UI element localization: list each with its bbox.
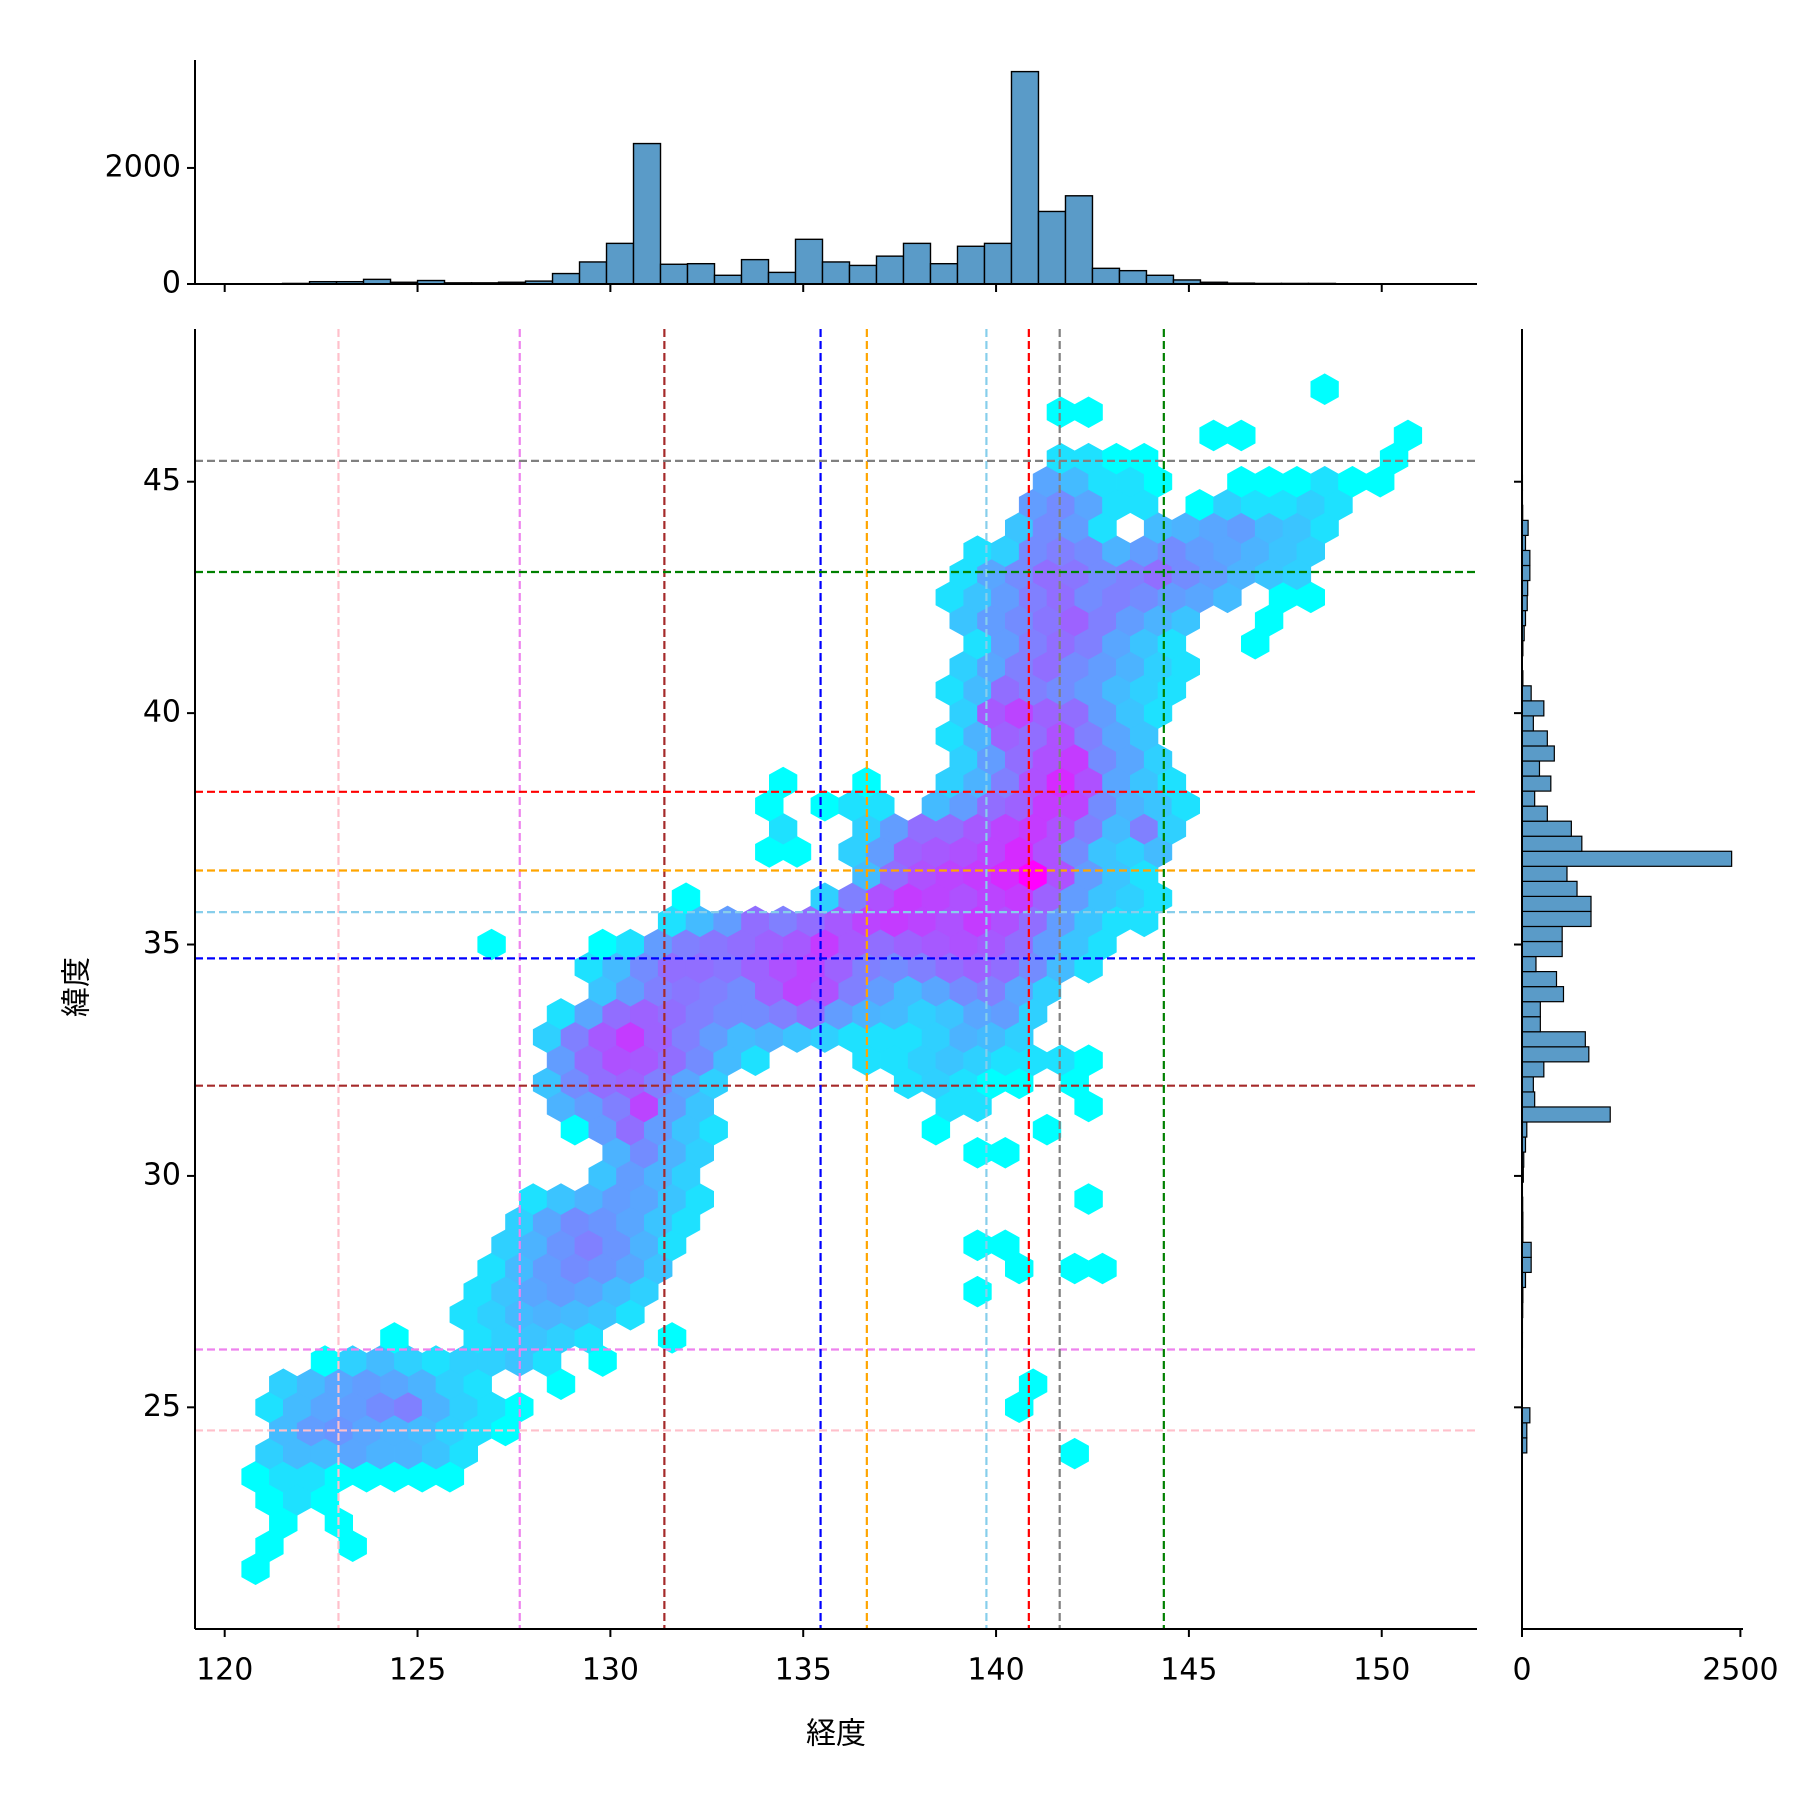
histogram-bar <box>1521 1106 1611 1123</box>
histogram-bar <box>1521 549 1531 567</box>
histogram-bar <box>848 264 878 285</box>
histogram-bar <box>1521 1016 1541 1033</box>
hexbin-cell <box>1393 419 1423 452</box>
histogram-bar <box>1521 1407 1531 1424</box>
histogram-bar <box>1521 805 1548 822</box>
histogram-bar <box>1521 895 1592 913</box>
hexbin-cell <box>1074 396 1103 429</box>
x-tick-label: 145 <box>1160 1653 1217 1688</box>
y-tick-label: 45 <box>143 463 181 498</box>
histogram-bar <box>1521 1076 1534 1093</box>
x-axis-label: 経度 <box>806 1717 866 1752</box>
hexbin-cell <box>671 882 701 915</box>
hexbin-cell <box>380 1322 409 1354</box>
y-tick-label: 35 <box>143 926 181 961</box>
histogram-bar <box>1521 1046 1590 1063</box>
histogram-bar <box>1521 970 1558 988</box>
histogram-bar <box>1064 195 1094 285</box>
histogram-bar <box>794 238 824 285</box>
hexbin-cell <box>1088 1252 1117 1285</box>
x-tick-label: 0 <box>1512 1653 1531 1688</box>
hexbin-cell <box>1018 1368 1048 1400</box>
hexbin-cell <box>991 1229 1020 1262</box>
histogram-bar <box>1521 745 1555 762</box>
hexbin-cell <box>1074 1044 1103 1076</box>
histogram-bar <box>1521 955 1537 973</box>
histogram-bar <box>1521 865 1568 882</box>
histogram-bar <box>1521 986 1565 1003</box>
histogram-bar <box>1521 850 1733 867</box>
histogram-bar <box>875 255 905 285</box>
histogram-bar <box>1521 1031 1586 1048</box>
histogram-bar <box>1521 685 1532 702</box>
histogram-bar <box>1521 790 1536 807</box>
x-tick-label: 2500 <box>1702 1653 1778 1688</box>
histogram-bar <box>686 262 716 285</box>
histogram-bar <box>713 274 743 285</box>
histogram-bar <box>1145 274 1175 285</box>
hexbin-cell <box>1060 1437 1089 1470</box>
x-tick-label: 125 <box>389 1653 446 1688</box>
hexbin-cell <box>963 1275 992 1308</box>
y-tick-label: 0 <box>162 266 181 301</box>
y-tick-label: 2000 <box>105 149 181 184</box>
histogram-bar <box>1521 1241 1532 1258</box>
y-tick-label: 25 <box>143 1389 181 1424</box>
histogram-bar <box>1521 910 1592 928</box>
histogram-bar <box>1521 1001 1541 1018</box>
hexbin-cell <box>477 928 506 961</box>
histogram-bar <box>1521 820 1572 837</box>
hexbin-cell <box>991 1137 1020 1169</box>
histogram-bar <box>1521 564 1531 582</box>
histogram-bar <box>983 242 1013 285</box>
histogram-bar <box>578 261 608 285</box>
y-tick-label: 30 <box>143 1157 181 1192</box>
y-tick-label: 40 <box>143 695 181 730</box>
histogram-bar <box>1091 267 1121 285</box>
histogram-bar <box>1010 70 1040 285</box>
x-tick-label: 150 <box>1353 1653 1410 1688</box>
x-tick-label: 140 <box>967 1653 1024 1688</box>
x-tick-label: 130 <box>582 1653 639 1688</box>
histogram-bar <box>821 261 851 285</box>
hexbin-cell <box>1227 419 1256 452</box>
histogram-bar <box>902 242 932 285</box>
histogram-bar <box>1521 1256 1532 1274</box>
histogram-bar <box>956 245 986 285</box>
histogram-bar <box>659 263 689 285</box>
histogram-bar <box>740 258 770 285</box>
histogram-bar <box>1521 880 1578 897</box>
histogram-bar <box>1521 925 1563 943</box>
histogram-bar <box>632 142 662 285</box>
histogram-bar <box>767 271 797 285</box>
histogram-bar <box>1521 940 1563 958</box>
histogram-bar <box>1521 775 1552 792</box>
hexbin-cell <box>1130 442 1159 475</box>
histogram-bar <box>1521 1061 1545 1078</box>
histogram-bar <box>551 272 581 285</box>
hexbin-cell <box>1310 373 1339 405</box>
histogram-bar <box>1521 1091 1536 1108</box>
histogram-bar <box>1521 700 1545 717</box>
hexbin-cell <box>768 766 798 799</box>
histogram-bar <box>929 262 959 285</box>
hexbin-cell <box>1032 1113 1062 1146</box>
histogram-bar <box>1521 715 1534 732</box>
histogram-bar <box>1521 835 1583 852</box>
x-tick-label: 120 <box>196 1653 253 1688</box>
histogram-bar <box>1118 269 1148 285</box>
x-tick-label: 135 <box>775 1653 832 1688</box>
histogram-bar <box>1521 760 1541 777</box>
histogram-bar <box>1521 730 1548 747</box>
histogram-bar <box>605 242 635 285</box>
y-axis-label: 緯度 <box>60 957 95 1017</box>
hexbin-cell <box>1074 1183 1103 1215</box>
histogram-bar <box>1037 210 1067 285</box>
